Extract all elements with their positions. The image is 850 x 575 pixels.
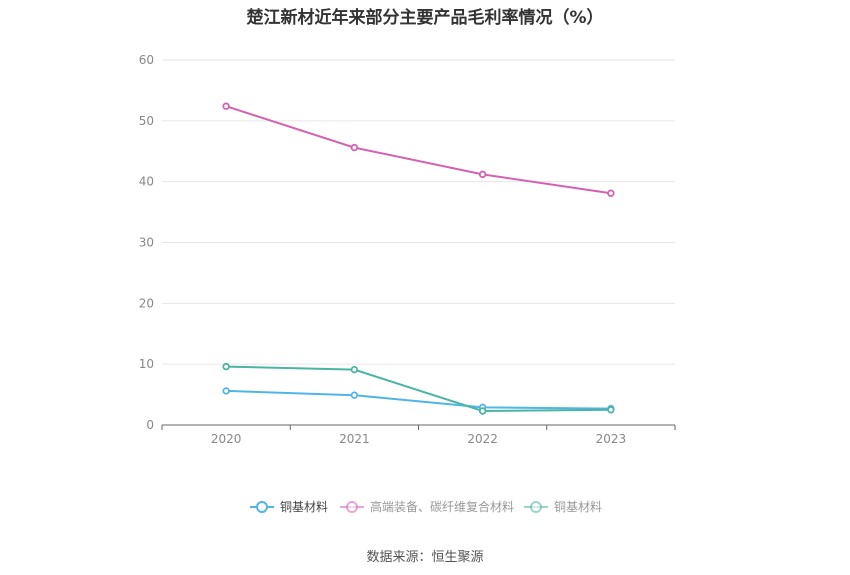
data-point[interactable] <box>350 143 359 152</box>
y-tick-label: 0 <box>146 418 154 432</box>
x-tick-label: 2023 <box>596 432 627 446</box>
legend-marker <box>256 501 268 513</box>
data-point[interactable] <box>222 387 230 395</box>
series-lines <box>222 102 615 415</box>
data-point[interactable] <box>478 407 487 415</box>
y-tick-label: 50 <box>139 114 154 128</box>
x-tick-label: 2022 <box>467 432 498 446</box>
grid-lines <box>162 59 675 365</box>
series-1 <box>222 387 615 413</box>
legend-marker <box>346 501 358 513</box>
axes: 0 10 20 30 40 50 60 2020 2021 2022 2023 <box>139 53 676 446</box>
y-tick-label: 60 <box>139 53 154 67</box>
y-tick-label: 40 <box>139 175 154 189</box>
data-point[interactable] <box>607 406 615 414</box>
data-point[interactable] <box>222 362 230 371</box>
data-point[interactable] <box>350 391 359 399</box>
series-line <box>226 365 611 413</box>
legend-item-1[interactable]: 铜基材料 <box>250 499 328 514</box>
legend-item-2[interactable]: 高端装备、碳纤维复合材料 <box>340 499 514 514</box>
legend-label: 铜基材料 <box>280 499 328 514</box>
y-tick-label: 10 <box>139 357 154 371</box>
series-3 <box>222 362 615 415</box>
x-tick-label: 2021 <box>339 432 370 446</box>
data-point[interactable] <box>222 102 230 110</box>
legend: 铜基材料 高端装备、碳纤维复合材料 铜基材料 <box>250 499 602 514</box>
data-point[interactable] <box>607 189 615 197</box>
y-tick-label: 30 <box>139 236 154 250</box>
series-line <box>225 105 612 195</box>
legend-marker <box>530 501 542 513</box>
data-point[interactable] <box>478 170 487 179</box>
series-2 <box>222 102 615 197</box>
legend-label: 高端装备、碳纤维复合材料 <box>370 499 514 514</box>
y-tick-label: 20 <box>139 296 154 310</box>
data-point[interactable] <box>350 365 359 374</box>
legend-item-3[interactable]: 铜基材料 <box>524 499 602 514</box>
legend-label: 铜基材料 <box>554 499 602 514</box>
source-note: 数据来源：恒生聚源 <box>366 550 484 565</box>
chart-title: 楚江新材近年来部分主要产品毛利率情况（%） <box>246 8 604 28</box>
series-line <box>226 389 611 410</box>
x-tick-label: 2020 <box>211 432 242 446</box>
